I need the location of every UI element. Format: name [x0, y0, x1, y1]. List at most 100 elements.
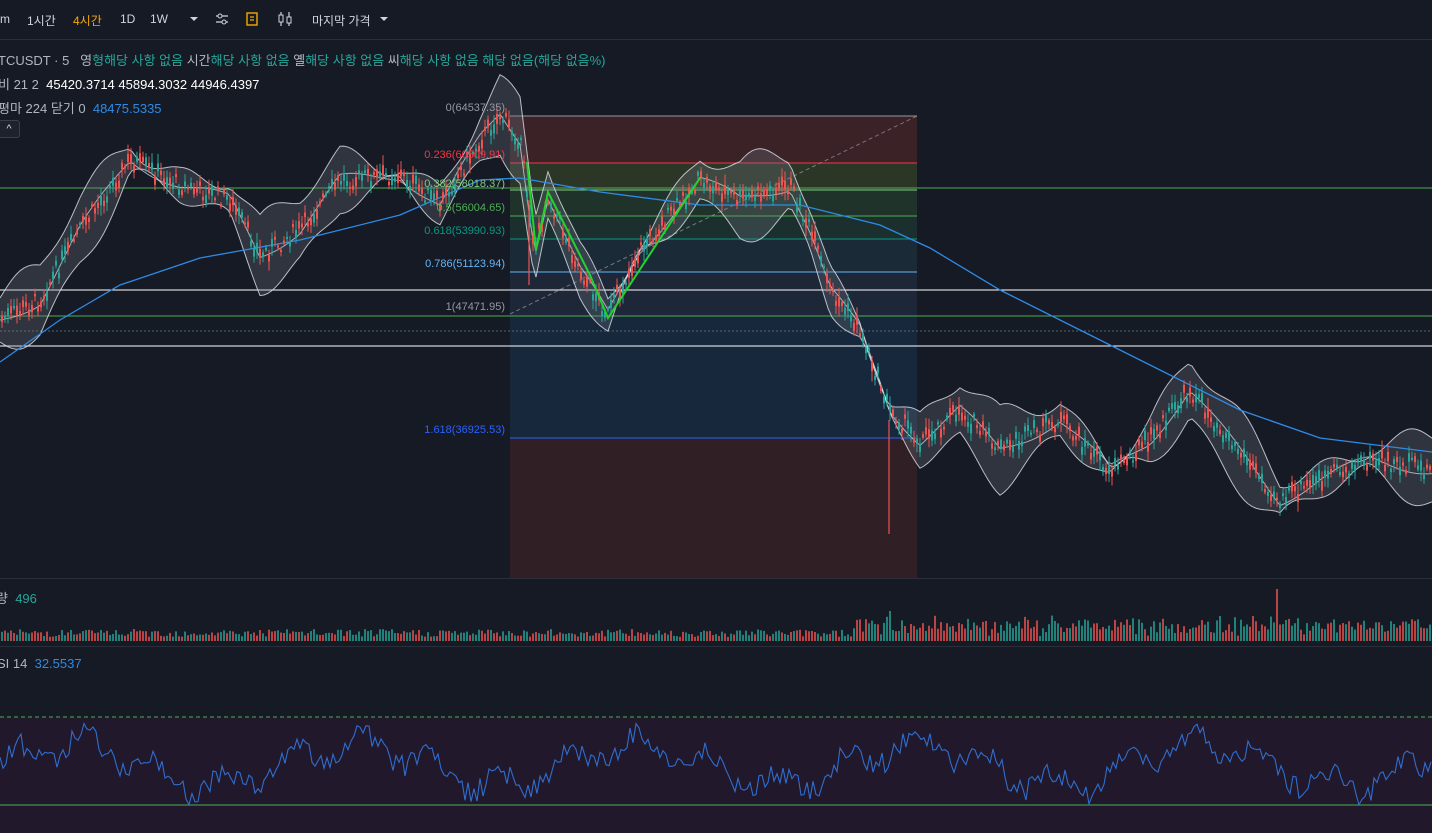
volume-pane-divider[interactable] — [0, 578, 1432, 579]
top-toolbar: m 1시간 4시간 1D 1W 마지막 가격 — [0, 0, 1432, 40]
interval-1h[interactable]: 1시간 — [27, 14, 56, 28]
candle-body — [739, 190, 741, 197]
volume-bar — [802, 636, 804, 641]
collapse-legend-button[interactable]: ^ — [0, 120, 20, 138]
volume-bar — [1399, 625, 1401, 641]
volume-legend[interactable]: 량 496 — [0, 588, 37, 607]
candle-body — [643, 243, 645, 252]
volume-bar — [604, 636, 606, 641]
candle-body — [34, 293, 36, 297]
volume-bar — [1231, 631, 1233, 641]
volume-bar — [493, 633, 495, 641]
volume-bar — [1129, 625, 1131, 641]
volume-bar — [1180, 632, 1182, 641]
candle-body — [970, 423, 972, 434]
volume-bar — [673, 635, 675, 641]
volume-bar — [940, 622, 942, 641]
volume-bar — [241, 636, 243, 641]
candle-body — [406, 179, 408, 189]
candle-style-icon[interactable] — [276, 10, 294, 28]
candle-body — [205, 195, 207, 204]
rsi-pane-divider[interactable] — [0, 646, 1432, 647]
candle-body — [889, 403, 891, 412]
candle-body — [1114, 458, 1116, 465]
volume-bar — [490, 629, 492, 641]
candle-body — [1075, 435, 1077, 440]
candle-body — [1423, 475, 1425, 480]
volume-bar — [823, 633, 825, 641]
candle-body — [616, 284, 618, 291]
candle-body — [304, 212, 306, 218]
candle-body — [763, 189, 765, 195]
volume-bar — [1255, 621, 1257, 641]
volume-bar — [1414, 620, 1416, 641]
price-type-select[interactable]: 마지막 가격 — [312, 14, 371, 28]
volume-bar — [151, 631, 153, 641]
volume-bar — [265, 636, 267, 641]
indicator-settings-icon[interactable] — [213, 10, 231, 28]
volume-bar — [856, 619, 858, 641]
interval-1w[interactable]: 1W — [150, 12, 168, 26]
volume-bar — [1075, 626, 1077, 641]
candle-body — [199, 181, 201, 186]
candle-body — [286, 236, 288, 240]
volume-bar — [184, 631, 186, 641]
bollinger-legend[interactable]: 비 21 2 45420.3714 45894.3032 44946.4397 — [0, 74, 259, 93]
fib-label-1: 1(47471.95) — [445, 301, 505, 313]
candle-body — [1399, 466, 1401, 476]
volume-bar — [508, 631, 510, 641]
volume-bar — [709, 630, 711, 641]
volume-bar — [874, 624, 876, 641]
candle-body — [64, 246, 66, 254]
candle-body — [370, 181, 372, 188]
chevron-down-icon[interactable] — [375, 10, 393, 28]
volume-bar — [67, 632, 69, 641]
candle-body — [937, 421, 939, 425]
interval-4h[interactable]: 4시간 — [73, 14, 102, 28]
interval-1d[interactable]: 1D — [120, 12, 136, 26]
volume-bar — [979, 627, 981, 641]
volume-bar — [100, 630, 102, 641]
volume-bar — [61, 630, 63, 641]
volume-bar — [235, 633, 237, 641]
volume-bar — [55, 636, 57, 641]
candle-body — [214, 198, 216, 201]
volume-bar — [742, 634, 744, 641]
candle-body — [265, 247, 267, 251]
volume-bar — [637, 632, 639, 641]
interval-minute[interactable]: m — [0, 12, 10, 26]
volume-bar — [595, 632, 597, 641]
candle-body — [1345, 467, 1347, 473]
volume-bar — [1210, 632, 1212, 641]
candle-body — [1099, 451, 1101, 461]
ma-label: 평마 224 닫기 0 — [0, 101, 86, 116]
symbol-name[interactable]: TCUSDT — [0, 53, 51, 68]
candle-body — [607, 308, 609, 311]
volume-bar — [475, 634, 477, 641]
candle-body — [691, 190, 693, 194]
bar-replay-icon[interactable] — [243, 10, 261, 28]
candle-body — [1360, 455, 1362, 462]
candle-body — [922, 434, 924, 438]
volume-bar — [826, 634, 828, 641]
volume-bar — [517, 635, 519, 641]
volume-bar — [1375, 622, 1377, 641]
volume-bar — [1288, 618, 1290, 641]
candle-body — [316, 208, 318, 219]
volume-bar — [1309, 630, 1311, 641]
candle-body — [1219, 429, 1221, 435]
volume-bar — [1423, 628, 1425, 641]
candle-body — [547, 201, 549, 205]
volume-bar — [670, 630, 672, 641]
chevron-down-icon[interactable] — [185, 10, 203, 28]
volume-bar — [1339, 624, 1341, 641]
candle-body — [1117, 464, 1119, 470]
rsi-legend[interactable]: SI 14 32.5537 — [0, 656, 82, 671]
candle-body — [946, 415, 948, 420]
candle-body — [433, 193, 435, 201]
volume-bar — [403, 631, 405, 641]
candle-body — [772, 194, 774, 201]
ma-legend[interactable]: 평마 224 닫기 0 48475.5335 — [0, 98, 162, 117]
volume-bar — [415, 634, 417, 641]
